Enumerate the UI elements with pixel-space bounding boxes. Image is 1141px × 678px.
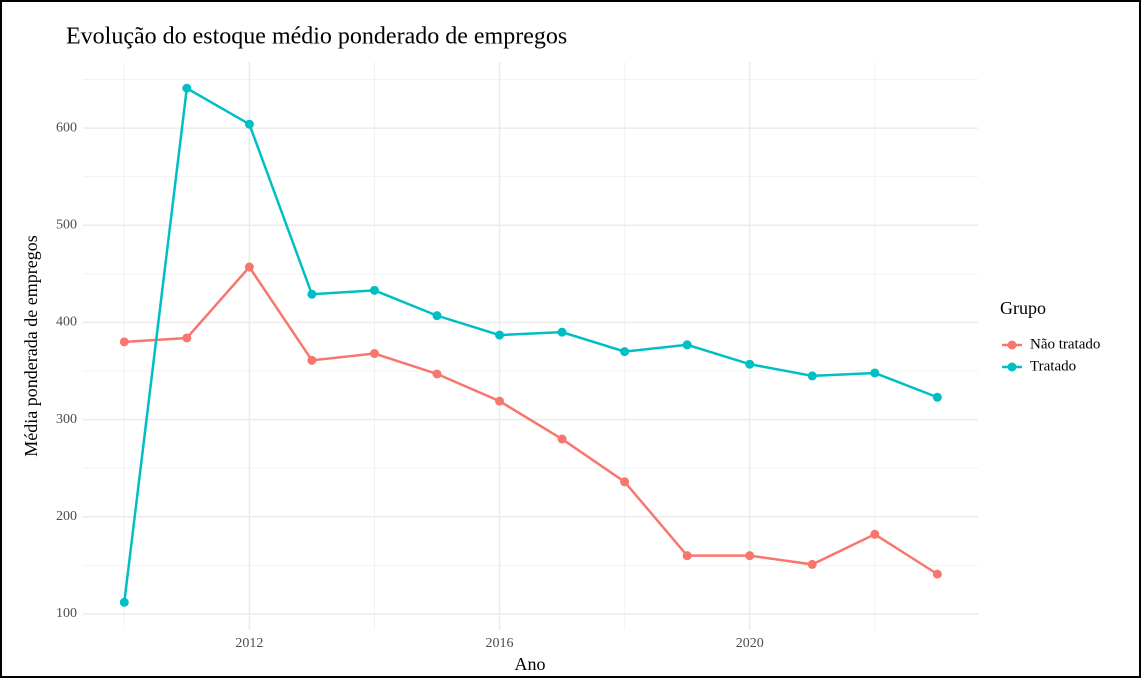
point (557, 434, 567, 444)
y-tick-label: 300 (56, 412, 77, 427)
series-line (123, 86, 938, 603)
point (495, 396, 505, 406)
point (307, 355, 317, 365)
legend-key (1007, 362, 1017, 372)
x-tick-label: 2016 (486, 636, 514, 651)
legend-label: Não tratado (1030, 336, 1100, 352)
legend-title: Grupo (1000, 298, 1046, 318)
point (432, 311, 442, 321)
point (745, 359, 755, 369)
point (119, 337, 129, 347)
point (620, 477, 630, 487)
point (495, 330, 505, 340)
point (432, 369, 442, 379)
point (932, 392, 942, 402)
point (870, 529, 880, 539)
point (557, 327, 567, 337)
point (307, 289, 317, 299)
point (182, 83, 192, 93)
y-tick-label: 600 (56, 120, 77, 135)
point (682, 340, 692, 350)
x-axis-label: Ano (515, 654, 546, 674)
series-line (124, 265, 939, 576)
point (620, 347, 630, 357)
x-tick-label: 2012 (235, 636, 263, 651)
point (745, 551, 755, 561)
point (807, 559, 817, 569)
y-tick-label: 100 (56, 606, 77, 621)
point (119, 597, 129, 607)
point (682, 551, 692, 561)
point (807, 371, 817, 381)
point (870, 368, 880, 378)
y-tick-label: 400 (56, 315, 77, 330)
point (182, 333, 192, 343)
point (932, 569, 942, 579)
point (244, 119, 254, 129)
y-tick-label: 500 (56, 217, 77, 232)
chart-title: Evolução do estoque médio ponderado de e… (66, 24, 567, 50)
point (244, 262, 254, 272)
point (369, 349, 379, 359)
y-axis-label: Média ponderada de empregos (21, 235, 41, 456)
x-tick-label: 2020 (736, 636, 764, 651)
legend-label: Tratado (1030, 358, 1076, 374)
point (369, 285, 379, 295)
y-tick-label: 200 (56, 509, 77, 524)
legend-key (1007, 340, 1017, 350)
